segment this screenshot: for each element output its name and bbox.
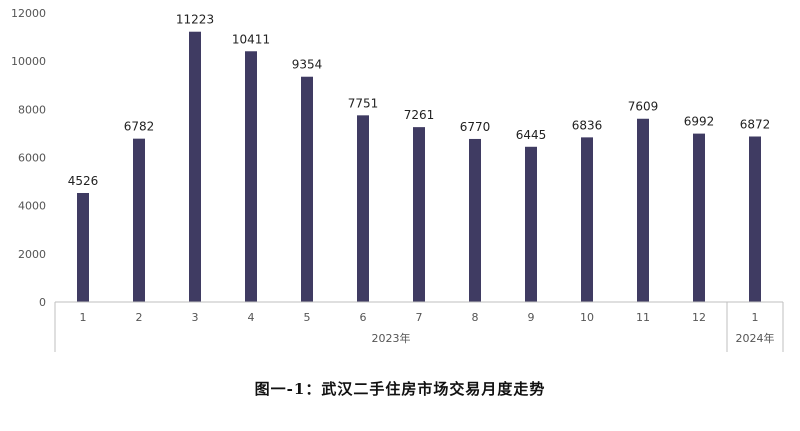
bar [77, 192, 89, 302]
x-tick-label: 12 [692, 311, 706, 324]
data-label: 6992 [684, 115, 715, 129]
y-tick-label: 4000 [18, 200, 46, 213]
x-tick-label: 7 [416, 311, 423, 324]
data-label: 7609 [628, 100, 659, 114]
y-tick-label: 6000 [18, 152, 46, 165]
bar [301, 76, 313, 302]
bar [637, 118, 649, 303]
x-tick-label: 5 [304, 311, 311, 324]
data-label: 6836 [572, 118, 603, 132]
x-tick-label: 9 [528, 311, 535, 324]
bar [469, 138, 481, 302]
x-tick-label: 6 [360, 311, 367, 324]
bar [133, 138, 145, 302]
bar [189, 31, 201, 303]
x-tick-label: 10 [580, 311, 594, 324]
y-tick-label: 8000 [18, 103, 46, 116]
bar [581, 137, 593, 302]
bar [245, 51, 257, 302]
data-label: 9354 [292, 58, 323, 72]
x-tick-label: 1 [80, 311, 87, 324]
data-labels: 4526 6782 11223 10411 9354 7751 7261 6770 6445 68… [68, 13, 771, 188]
y-tick-label: 10000 [11, 55, 46, 68]
y-axis: 0 2000 4000 6000 8000 10000 12000 [11, 7, 46, 309]
bar [525, 146, 537, 302]
data-label: 4526 [68, 174, 99, 188]
data-label: 6445 [516, 128, 547, 142]
data-label: 10411 [232, 32, 270, 46]
x-group-label: 2024年 [736, 331, 775, 345]
data-label: 6782 [124, 120, 155, 134]
x-tick-label: 8 [472, 311, 479, 324]
y-tick-label: 2000 [18, 248, 46, 261]
data-label: 7261 [404, 108, 435, 122]
bars [77, 31, 761, 303]
bar [693, 133, 705, 302]
data-label: 7751 [348, 96, 379, 110]
data-label: 6872 [740, 117, 771, 131]
data-label: 11223 [176, 13, 214, 27]
x-tick-label: 2 [136, 311, 143, 324]
bar [357, 115, 369, 303]
data-label: 6770 [460, 120, 491, 134]
y-tick-label: 12000 [11, 7, 46, 20]
x-tick-label: 11 [636, 311, 650, 324]
bar [413, 127, 425, 302]
x-group-label: 2023年 [372, 331, 411, 345]
bar [749, 136, 761, 302]
y-tick-label: 0 [39, 296, 46, 309]
x-tick-label: 3 [192, 311, 199, 324]
x-tick-label: 1 [752, 311, 759, 324]
chart-caption: 图一-1：武汉二手住房市场交易月度走势 [254, 380, 546, 398]
x-tick-label: 4 [248, 311, 255, 324]
